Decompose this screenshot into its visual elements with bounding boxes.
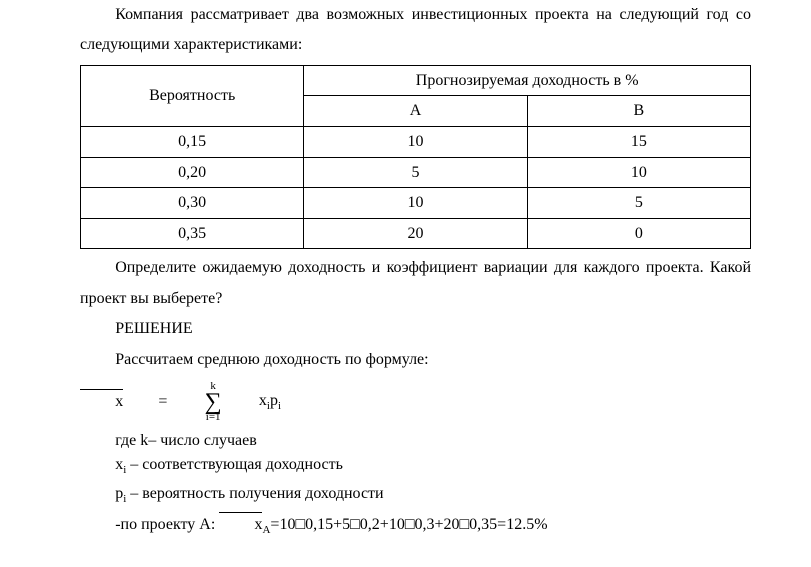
table-header-row-1: Вероятность Прогнозируемая доходность в … <box>81 65 751 96</box>
document-page: Компания рассматривает два возможных инв… <box>0 0 811 541</box>
cell-prob: 0,20 <box>81 157 304 188</box>
legend-xi: xi – соответствующая доходность <box>80 453 751 479</box>
sum-body: xipi <box>224 386 281 417</box>
projects-table: Вероятность Прогнозируемая доходность в … <box>80 65 751 250</box>
sum-body-x: x <box>259 392 267 409</box>
col-header-b: В <box>527 96 750 127</box>
col-header-probability: Вероятность <box>81 65 304 126</box>
x-bar-symbol: x <box>80 387 123 417</box>
table-row: 0,20 5 10 <box>81 157 751 188</box>
proj-a-pre: -по проекту А: <box>115 516 219 533</box>
cell-b: 5 <box>527 188 750 219</box>
col-header-returns: Прогнозируемая доходность в % <box>304 65 751 96</box>
cell-a: 10 <box>304 126 527 157</box>
proj-a-xbar: x <box>219 510 262 540</box>
calc-intro: Рассчитаем среднюю доходность по формуле… <box>80 345 751 375</box>
cell-b: 15 <box>527 126 750 157</box>
equals-sign: = <box>123 387 167 417</box>
mean-formula: x = k ∑ i=1 xipi <box>80 381 751 423</box>
cell-a: 10 <box>304 188 527 219</box>
cell-a: 20 <box>304 218 527 249</box>
table-row: 0,30 10 5 <box>81 188 751 219</box>
task-paragraph: Определите ожидаемую доходность и коэффи… <box>80 253 751 314</box>
sum-body-pi-sub: i <box>278 401 281 413</box>
cell-prob: 0,35 <box>81 218 304 249</box>
legend-xi-pre: x <box>115 456 123 473</box>
table-row: 0,15 10 15 <box>81 126 751 157</box>
legend-pi: pi – вероятность получения доходности <box>80 479 751 510</box>
legend-pi-post: – вероятность получения доходности <box>126 485 383 502</box>
cell-prob: 0,15 <box>81 126 304 157</box>
sigma-sum: k ∑ i=1 <box>169 381 221 423</box>
solution-heading: РЕШЕНИЕ <box>80 314 751 344</box>
cell-prob: 0,30 <box>81 188 304 219</box>
proj-a-expr: =10□0,15+5□0,2+10□0,3+20□0,35=12.5% <box>270 516 547 533</box>
cell-b: 10 <box>527 157 750 188</box>
sum-lower: i=1 <box>171 412 221 423</box>
intro-line-1: Компания рассматривает два возможных инв… <box>115 6 612 23</box>
legend-xi-post: – соответствующая доходность <box>126 456 343 473</box>
cell-a: 5 <box>304 157 527 188</box>
project-a-line: -по проекту А: xА=10□0,15+5□0,2+10□0,3+2… <box>80 510 751 541</box>
legend-pi-pre: p <box>115 485 123 502</box>
legend-k: где k– число случаев <box>80 429 751 453</box>
col-header-a: А <box>304 96 527 127</box>
sum-body-p: p <box>270 392 278 409</box>
cell-b: 0 <box>527 218 750 249</box>
task-line-1: Определите ожидаемую доходность и коэффи… <box>115 259 577 276</box>
intro-paragraph: Компания рассматривает два возможных инв… <box>80 0 751 61</box>
table-row: 0,35 20 0 <box>81 218 751 249</box>
